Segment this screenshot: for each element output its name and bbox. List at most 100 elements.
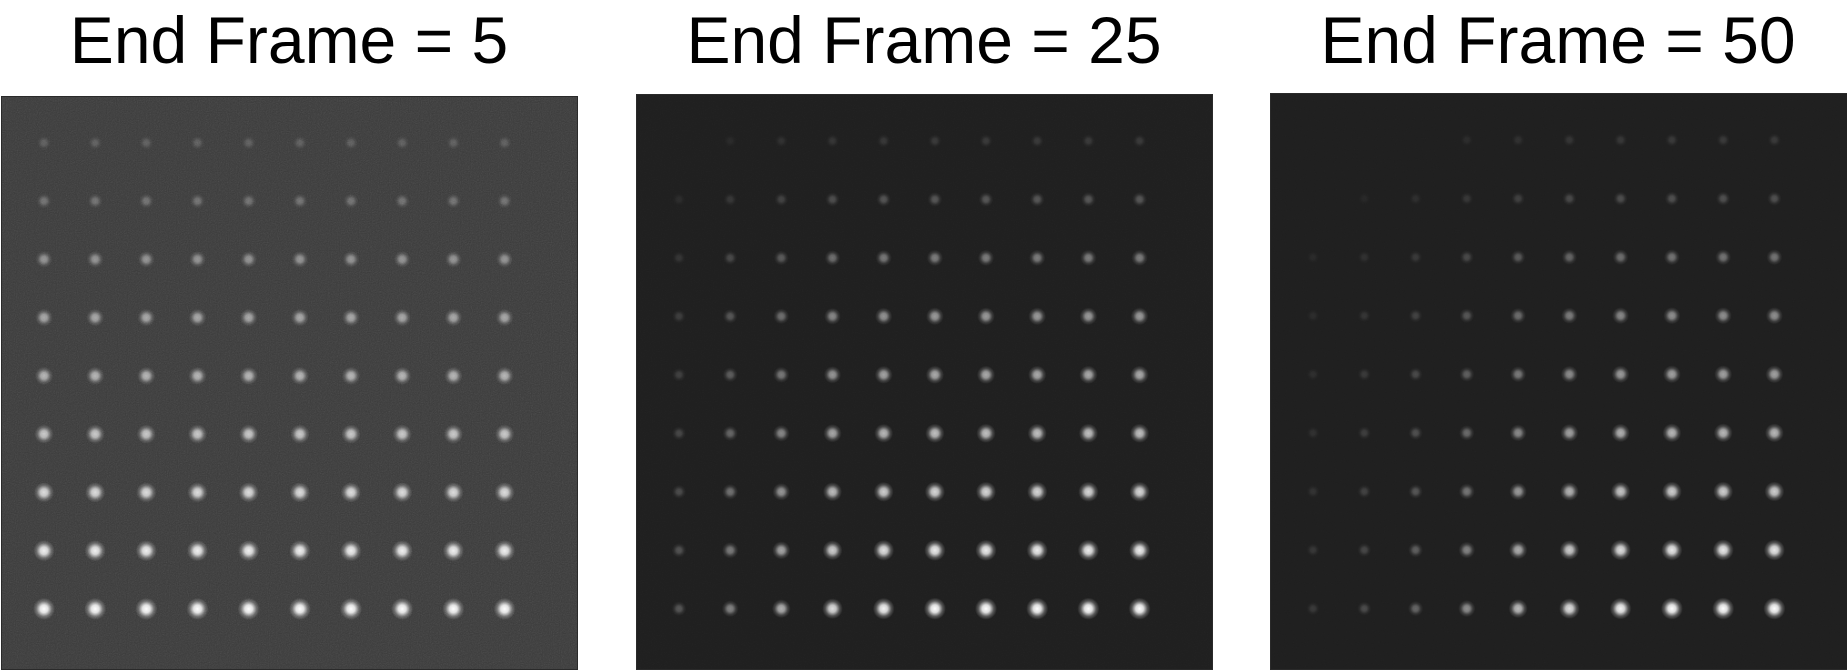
fluorescent-spot [497, 193, 512, 209]
fluorescent-spot [1765, 423, 1784, 443]
fluorescent-spot [1765, 307, 1783, 325]
fluorescent-spot [1078, 481, 1099, 502]
fluorescent-spot [33, 540, 55, 562]
fluorescent-spot [1510, 307, 1526, 324]
fluorescent-spot [495, 308, 514, 327]
fluorescent-spot [344, 135, 358, 150]
fluorescent-spot [1610, 539, 1631, 561]
fluorescent-spot [290, 424, 310, 444]
fluorescent-spot [925, 423, 945, 443]
fluorescent-spot [444, 366, 463, 385]
fluorescent-spot [1609, 597, 1632, 620]
fluorescent-spot [289, 482, 310, 503]
fluorescent-spot [875, 307, 893, 325]
fluorescent-spot [723, 192, 737, 206]
fluorescent-spot [924, 539, 946, 561]
fluorescent-spot [393, 366, 412, 385]
fluorescent-spot [393, 308, 412, 327]
fluorescent-spot [924, 481, 945, 502]
fluorescent-spot [1766, 249, 1783, 266]
fluorescent-spot [288, 597, 311, 620]
fluorescent-spot [446, 135, 461, 150]
fluorescent-spot [1408, 542, 1423, 558]
fluorescent-spot [773, 425, 790, 442]
fluorescent-spot [1767, 191, 1782, 206]
fluorescent-spot [1306, 368, 1320, 381]
fluorescent-spot [1358, 192, 1371, 205]
fluorescent-spot [238, 540, 260, 562]
fluorescent-spot [188, 308, 207, 327]
fluorescent-spot [1131, 249, 1148, 266]
fluorescent-spot [822, 540, 843, 561]
fluorescent-spot [1614, 133, 1628, 147]
fluorescent-spot [1510, 366, 1527, 383]
fluorescent-spot [342, 308, 360, 327]
microscopy-image [1, 96, 578, 670]
fluorescent-spot [1664, 249, 1680, 266]
fluorescent-spot [1409, 192, 1422, 205]
fluorescent-spot [1459, 250, 1474, 265]
fluorescent-spot [190, 135, 205, 150]
fluorescent-spot [1306, 485, 1320, 498]
fluorescent-spot [190, 193, 205, 209]
fluorescent-spot [1458, 600, 1476, 618]
fluorescent-spot [291, 251, 309, 268]
fluorescent-spot [496, 251, 513, 268]
fluorescent-spot [1560, 482, 1579, 501]
fluorescent-spot [1081, 192, 1096, 207]
fluorescent-spot [239, 366, 258, 385]
fluorescent-spot [189, 251, 206, 268]
fluorescent-spot [1508, 599, 1528, 619]
fluorescent-spot [240, 251, 257, 268]
fluorescent-spot [1508, 540, 1528, 560]
fluorescent-spot [774, 192, 789, 207]
fluorescent-spot [1458, 541, 1476, 559]
fluorescent-spot [1409, 250, 1423, 264]
fluorescent-spot [1712, 597, 1735, 620]
fluorescent-spot [977, 307, 995, 326]
fluorescent-spot [1662, 423, 1682, 443]
fluorescent-spot [392, 424, 412, 444]
fluorescent-spot [84, 540, 106, 562]
fluorescent-spot [722, 542, 739, 559]
fluorescent-spot [672, 193, 686, 206]
fluorescent-spot [927, 192, 943, 207]
fluorescent-spot [1665, 133, 1679, 147]
fluorescent-spot [772, 541, 791, 560]
fluorescent-spot [135, 540, 157, 562]
fluorescent-spot [237, 597, 260, 620]
fluorescent-spot [774, 134, 788, 148]
fluorescent-spot [823, 482, 842, 502]
fluorescent-spot [1460, 133, 1474, 147]
fluorescent-spot [824, 250, 841, 266]
fluorescent-spot [1130, 365, 1149, 384]
panel-end-frame-5: End Frame = 5 [0, 0, 578, 672]
fluorescent-spot [35, 251, 53, 268]
fluorescent-spot [88, 135, 103, 150]
fluorescent-spot [395, 135, 410, 150]
fluorescent-spot [1306, 602, 1320, 616]
fluorescent-spot [343, 193, 359, 209]
fluorescent-spot [495, 424, 515, 444]
fluorescent-spot [135, 597, 158, 620]
fluorescent-spot [1663, 365, 1681, 384]
fluorescent-spot [1078, 423, 1098, 443]
fluorescent-spot [872, 597, 895, 620]
fluorescent-spot [1767, 133, 1781, 147]
fluorescent-spot [1459, 366, 1475, 382]
fluorescent-spot [494, 540, 516, 562]
fluorescent-spot [1306, 251, 1320, 264]
fluorescent-spot [136, 424, 156, 444]
fluorescent-spot [1079, 365, 1098, 384]
fluorescent-spot [1661, 539, 1683, 561]
fluorescent-spot [393, 251, 411, 268]
fluorescent-spot [1714, 365, 1733, 384]
fluorescent-spot [33, 597, 55, 620]
panel-title: End Frame = 25 [686, 3, 1162, 77]
fluorescent-spot [1612, 249, 1629, 265]
fluorescent-spot [773, 366, 790, 383]
image-noise [1271, 94, 1847, 669]
fluorescent-spot [1559, 540, 1580, 560]
fluorescent-spot [341, 424, 361, 444]
fluorescent-spot [86, 251, 104, 268]
